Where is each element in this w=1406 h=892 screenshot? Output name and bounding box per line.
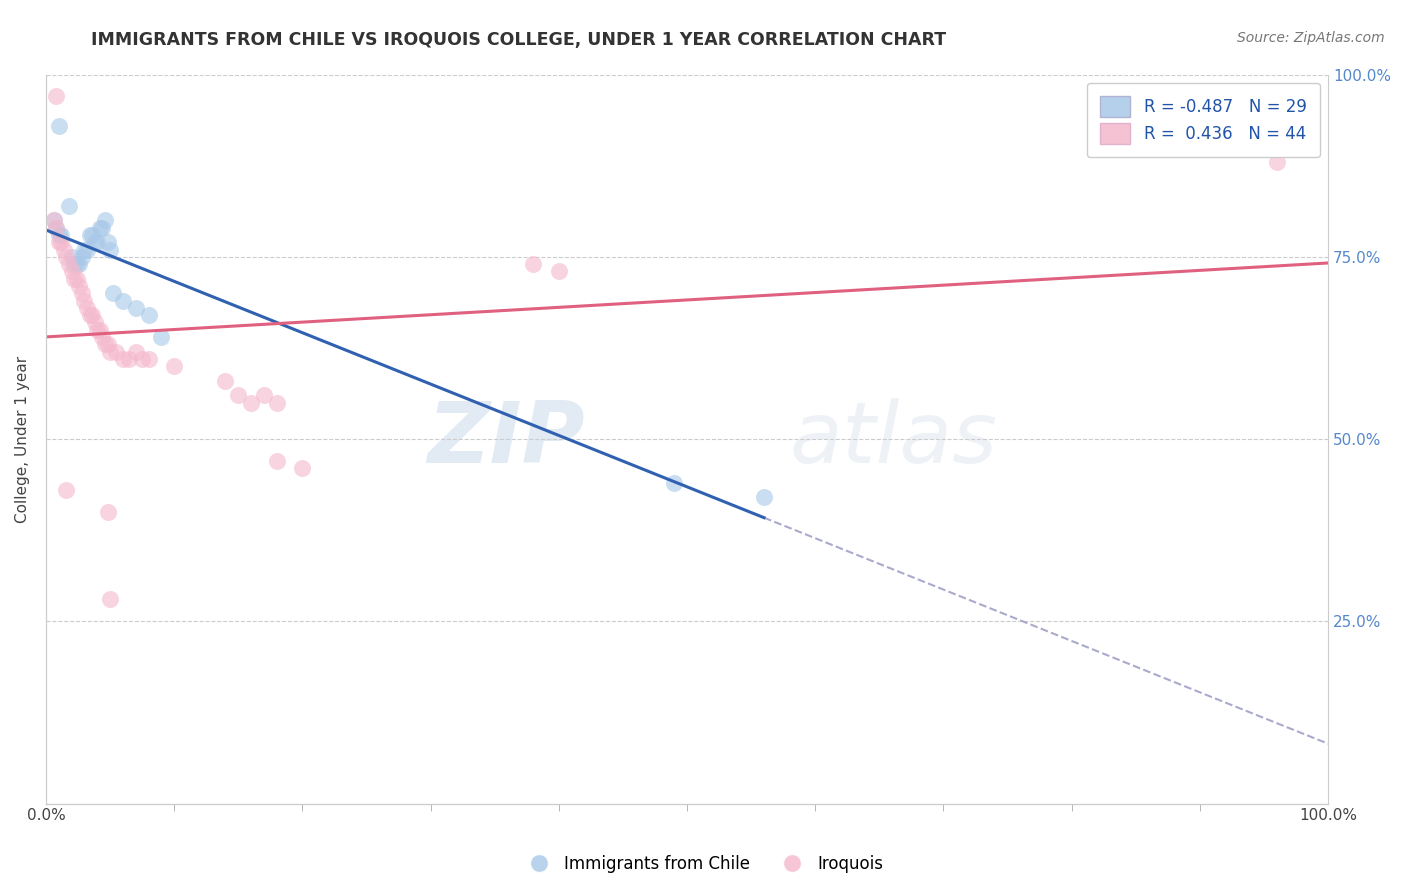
Point xyxy=(67,279,90,293)
Point xyxy=(214,374,236,388)
Point xyxy=(96,337,118,351)
Point xyxy=(86,235,108,250)
Point xyxy=(73,243,96,257)
Point xyxy=(60,264,83,278)
Point xyxy=(83,315,105,329)
Point xyxy=(105,344,128,359)
Point xyxy=(89,323,111,337)
Point xyxy=(1265,155,1288,169)
Point xyxy=(66,257,89,271)
Point xyxy=(163,359,186,373)
Point xyxy=(131,351,153,366)
Point xyxy=(55,250,77,264)
Text: atlas: atlas xyxy=(790,398,998,481)
Point xyxy=(58,199,80,213)
Point xyxy=(70,250,93,264)
Point xyxy=(79,227,101,242)
Point xyxy=(266,395,288,409)
Point xyxy=(266,454,288,468)
Point xyxy=(76,301,98,315)
Point xyxy=(70,286,93,301)
Point xyxy=(118,351,141,366)
Point xyxy=(94,213,117,227)
Point xyxy=(111,351,134,366)
Point xyxy=(98,344,121,359)
Point xyxy=(291,461,314,475)
Point xyxy=(547,264,569,278)
Point xyxy=(63,271,86,285)
Point xyxy=(45,220,67,235)
Point xyxy=(48,227,70,242)
Point xyxy=(253,388,276,402)
Point xyxy=(94,337,117,351)
Y-axis label: College, Under 1 year: College, Under 1 year xyxy=(15,356,30,523)
Point xyxy=(96,505,118,519)
Point xyxy=(125,344,148,359)
Point xyxy=(752,491,775,505)
Text: Source: ZipAtlas.com: Source: ZipAtlas.com xyxy=(1237,31,1385,45)
Point xyxy=(101,286,124,301)
Point xyxy=(82,227,104,242)
Legend: R = -0.487   N = 29, R =  0.436   N = 44: R = -0.487 N = 29, R = 0.436 N = 44 xyxy=(1087,83,1320,157)
Point xyxy=(226,388,249,402)
Point xyxy=(125,301,148,315)
Point xyxy=(98,592,121,607)
Point xyxy=(91,330,114,344)
Point xyxy=(138,308,160,322)
Point xyxy=(66,271,89,285)
Legend: Immigrants from Chile, Iroquois: Immigrants from Chile, Iroquois xyxy=(516,848,890,880)
Point xyxy=(86,323,108,337)
Point xyxy=(91,220,114,235)
Point xyxy=(89,220,111,235)
Point xyxy=(150,330,173,344)
Point xyxy=(522,257,544,271)
Point xyxy=(60,250,83,264)
Point xyxy=(45,220,67,235)
Point xyxy=(83,235,105,250)
Point xyxy=(96,235,118,250)
Point xyxy=(240,395,263,409)
Text: ZIP: ZIP xyxy=(427,398,585,481)
Point xyxy=(79,308,101,322)
Point xyxy=(45,89,67,103)
Point xyxy=(51,235,73,250)
Point xyxy=(138,351,160,366)
Point xyxy=(63,257,86,271)
Point xyxy=(48,235,70,250)
Text: IMMIGRANTS FROM CHILE VS IROQUOIS COLLEGE, UNDER 1 YEAR CORRELATION CHART: IMMIGRANTS FROM CHILE VS IROQUOIS COLLEG… xyxy=(91,31,946,49)
Point xyxy=(55,483,77,497)
Point xyxy=(52,243,75,257)
Point xyxy=(58,257,80,271)
Point xyxy=(76,243,98,257)
Point xyxy=(82,308,104,322)
Point xyxy=(48,119,70,133)
Point xyxy=(111,293,134,308)
Point xyxy=(67,257,90,271)
Point xyxy=(42,213,65,227)
Point xyxy=(51,227,73,242)
Point xyxy=(98,243,121,257)
Point xyxy=(42,213,65,227)
Point xyxy=(73,293,96,308)
Point xyxy=(664,475,686,490)
